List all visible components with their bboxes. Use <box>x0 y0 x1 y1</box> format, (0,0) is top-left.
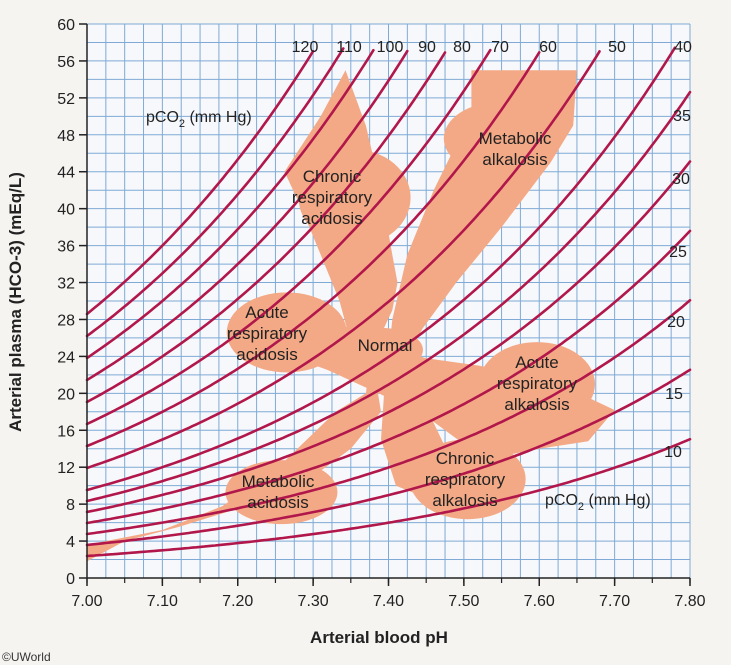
isobar-label-15: 15 <box>665 386 683 403</box>
isobar-100 <box>85 48 375 360</box>
isobar-70 <box>85 48 492 426</box>
isobar-40 <box>85 46 677 492</box>
x-tick-label: 7.40 <box>373 593 404 610</box>
isobar-80 <box>85 51 447 404</box>
isobar-120 <box>85 49 315 316</box>
x-tick-label: 7.70 <box>599 593 630 610</box>
isobar-label-20: 20 <box>667 314 685 331</box>
y-tick-label: 44 <box>57 165 75 182</box>
region-label-1: Metabolic alkalosis <box>479 129 552 169</box>
region-label-0: Chronic respiratory acidosis <box>292 167 373 228</box>
axes: 7.00 7.10 7.20 7.30 7.40 7.50 7.60 7.70 7.800481… <box>57 17 705 610</box>
isobar-label-120: 120 <box>292 39 319 56</box>
labels: 120 110 100 90 80 70 60 50 40 35 30 25 20 15 10 pCO2 (m… <box>146 39 692 513</box>
isobar-label-10: 10 <box>664 444 682 461</box>
blob-chronic-resp-alkalosis <box>409 439 526 520</box>
pco2-unit-label-bottom: pCO2 (mm Hg) <box>545 492 651 513</box>
x-tick-label: 7.80 <box>674 593 705 610</box>
y-tick-label: 48 <box>57 128 75 145</box>
x-tick-label: 7.50 <box>448 593 479 610</box>
region-metabolic-alkalosis-band <box>381 70 577 495</box>
pco2-unit-label-top: pCO2 (mm Hg) <box>146 109 252 130</box>
y-tick-label: 24 <box>57 349 75 366</box>
isobar-60 <box>85 51 541 448</box>
x-tick-label: 7.10 <box>147 593 178 610</box>
isobar-label-70: 70 <box>491 39 509 56</box>
isobar-25 <box>85 229 692 525</box>
region-label-2: Acute respiratory acidosis <box>227 303 308 364</box>
x-axis-title: Arterial blood pH <box>310 628 448 647</box>
region-label-6: Metabolic acidosis <box>242 472 315 512</box>
pco2-isobars <box>85 46 692 558</box>
y-tick-label: 40 <box>57 202 75 219</box>
isobar-label-60: 60 <box>539 39 557 56</box>
y-tick-label: 60 <box>57 17 75 34</box>
y-tick-label: 16 <box>57 423 75 440</box>
isobar-label-30: 30 <box>672 171 690 188</box>
isobar-50 <box>85 50 601 470</box>
region-label-5: Chronic respiratory alkalosis <box>425 449 506 510</box>
x-tick-label: 7.00 <box>71 593 102 610</box>
isobar-label-90: 90 <box>418 39 436 56</box>
y-tick-label: 0 <box>66 571 75 588</box>
y-tick-label: 28 <box>57 312 75 329</box>
blob-metabolic-alkalosis <box>443 102 552 175</box>
credit-text: ©UWorld <box>2 650 51 664</box>
y-tick-label: 8 <box>66 497 75 514</box>
isobar-label-110: 110 <box>336 39 362 56</box>
isobar-label-50: 50 <box>608 39 626 56</box>
isobar-110 <box>85 47 345 338</box>
isobar-label-80: 80 <box>453 39 471 56</box>
blob-normal <box>338 327 423 372</box>
isobar-10 <box>85 437 692 558</box>
y-tick-label: 56 <box>57 54 75 71</box>
y-tick-label: 12 <box>57 460 75 477</box>
isobar-label-25: 25 <box>669 244 687 261</box>
isobar-15 <box>85 368 692 547</box>
y-tick-label: 4 <box>66 534 75 551</box>
y-axis-title: Arterial plasma (HCO-3) (mEq/L) <box>6 172 25 432</box>
blob-chronic-resp-acidosis <box>298 149 411 246</box>
isobar-label-100: 100 <box>377 39 404 56</box>
y-tick-label: 36 <box>57 239 75 256</box>
isobar-20 <box>85 299 692 536</box>
region-label-4: Acute respiratory alkalosis <box>497 353 578 414</box>
blob-acute-resp-alkalosis <box>478 342 595 427</box>
x-tick-label: 7.30 <box>298 593 329 610</box>
isobar-label-35: 35 <box>673 108 691 125</box>
isobar-35 <box>85 90 692 503</box>
y-tick-label: 52 <box>57 91 75 108</box>
y-tick-label: 20 <box>57 386 75 403</box>
isobar-90 <box>85 49 409 382</box>
y-tick-label: 32 <box>57 276 75 293</box>
x-tick-label: 7.60 <box>524 593 555 610</box>
isobar-30 <box>85 160 692 514</box>
isobar-label-40: 40 <box>674 39 692 56</box>
region-label-3: Normal <box>358 336 413 355</box>
blob-metabolic-acidosis <box>225 460 338 525</box>
x-tick-label: 7.20 <box>222 593 253 610</box>
